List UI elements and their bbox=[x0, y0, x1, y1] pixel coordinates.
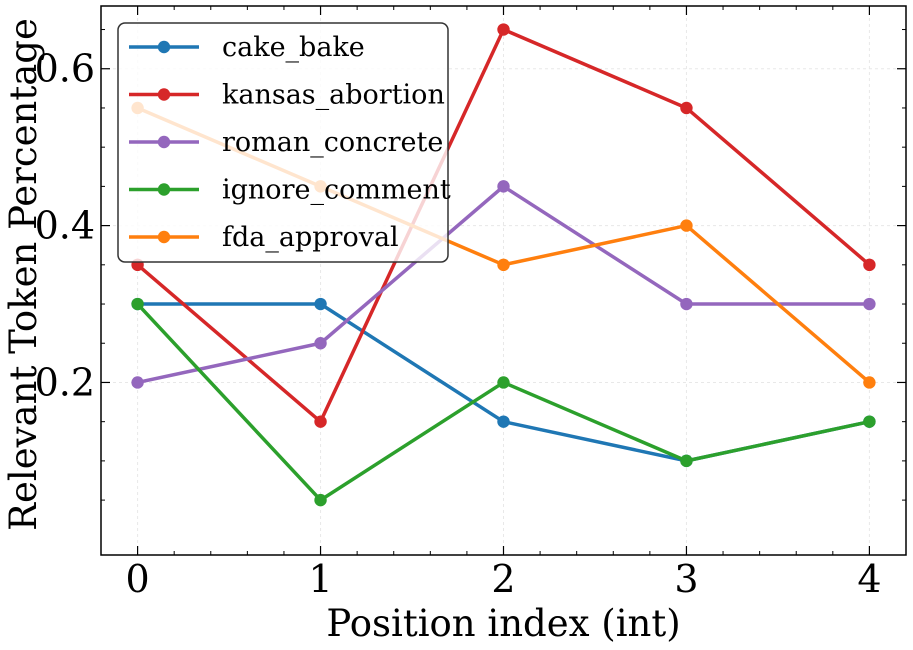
x-axis-label: Position index (int) bbox=[326, 602, 680, 645]
y-tick-label: 0.6 bbox=[35, 47, 95, 91]
series-roman_concrete bbox=[131, 180, 876, 389]
data-point bbox=[314, 493, 327, 507]
axis-ticks: 0 1 2 3 4 0.2 0.4 0.6 bbox=[35, 6, 907, 601]
legend-item: roman_concrete bbox=[129, 127, 443, 158]
legend-label: fda_approval bbox=[222, 222, 399, 253]
x-tick-label: 3 bbox=[674, 557, 698, 601]
legend-label: kansas_abortion bbox=[222, 80, 445, 111]
legend-marker bbox=[157, 183, 171, 196]
legend-label: cake_bake bbox=[222, 32, 365, 63]
data-point bbox=[680, 297, 693, 311]
legend-marker bbox=[157, 230, 171, 244]
data-point bbox=[497, 23, 510, 36]
y-tick-label: 0.4 bbox=[35, 204, 95, 248]
legend-item: ignore_comment bbox=[129, 175, 451, 206]
legend-item: cake_bake bbox=[129, 32, 365, 63]
data-point bbox=[497, 180, 510, 193]
series-layer bbox=[131, 23, 876, 507]
data-point bbox=[497, 376, 510, 389]
x-tick-label: 0 bbox=[125, 557, 149, 601]
legend: cake_bake kansas_abortion roman_concreteig… bbox=[117, 22, 451, 263]
legend-label: roman_concrete bbox=[222, 127, 443, 158]
x-tick-label: 2 bbox=[491, 557, 515, 601]
data-point bbox=[863, 415, 876, 428]
data-point bbox=[680, 101, 693, 115]
legend-marker bbox=[157, 88, 171, 101]
legend-item: kansas_abortion bbox=[129, 80, 445, 111]
legend-box bbox=[117, 22, 449, 263]
legend-marker bbox=[157, 40, 171, 54]
y-axis-label: Relevant Token Percentage bbox=[2, 18, 45, 531]
data-point bbox=[863, 258, 876, 272]
data-point bbox=[314, 337, 327, 350]
data-point bbox=[497, 258, 510, 272]
data-point bbox=[131, 297, 144, 311]
data-point bbox=[863, 297, 876, 311]
x-tick-label: 4 bbox=[857, 557, 881, 601]
data-point bbox=[497, 415, 510, 428]
series-ignore_comment bbox=[131, 297, 876, 507]
data-point bbox=[680, 219, 693, 232]
data-point bbox=[131, 376, 144, 389]
data-point bbox=[863, 376, 876, 389]
data-point bbox=[314, 297, 327, 311]
data-point bbox=[314, 415, 327, 428]
data-point bbox=[680, 454, 693, 468]
legend-item: fda_approval bbox=[129, 222, 399, 253]
legend-label: ignore_comment bbox=[222, 175, 451, 206]
x-tick-label: 1 bbox=[308, 557, 332, 601]
legend-marker bbox=[157, 135, 171, 149]
y-tick-label: 0.2 bbox=[35, 360, 95, 404]
